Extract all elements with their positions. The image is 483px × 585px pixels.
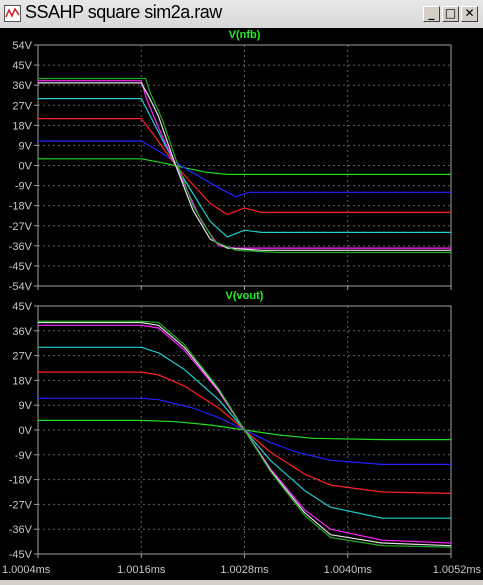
chart2-xtick-label: 1.0028ms	[220, 564, 269, 576]
waveform-app-icon[interactable]	[4, 5, 21, 22]
chart2-ytick-label: -45V	[9, 549, 33, 561]
chart2-series-line-7[interactable]	[38, 320, 452, 548]
chart2-ytick-label: 9V	[19, 400, 33, 412]
chart1-series-line-2[interactable]	[38, 140, 451, 198]
chart1-ytick-label: 27V	[12, 100, 32, 112]
chart1-series-line-4[interactable]	[38, 97, 451, 238]
chart1-ytick-label: 18V	[12, 120, 32, 132]
close-button[interactable]: ✕	[461, 6, 478, 22]
chart1-series-line-7[interactable]	[38, 77, 451, 254]
chart1-ytick-label: 0V	[19, 161, 33, 173]
chart1-series-line-1[interactable]	[38, 158, 451, 175]
chart1-ytick-label: -54V	[9, 281, 33, 293]
chart2-ytick-label: 18V	[12, 375, 32, 387]
waveform-plot-area[interactable]: V(nfb) 54V 45V 36V 27V 18V 9V 0V -9V -18V -27V -36V…	[0, 28, 483, 580]
chart1-ytick-label: 54V	[12, 40, 32, 52]
chart1-ytick-label: 9V	[19, 140, 33, 152]
maximize-button[interactable]: □	[442, 6, 459, 22]
minimize-button[interactable]: _	[423, 6, 440, 22]
chart1-ytick-label: -45V	[9, 261, 33, 273]
chart2-ytick-label: -36V	[9, 524, 33, 536]
chart1-ytick-label: -18V	[9, 201, 33, 213]
chart1-ytick-label: -36V	[9, 241, 33, 253]
window-title: SSAHP square sim2a.raw	[25, 2, 222, 22]
chart1-ytick-label: -9V	[15, 181, 33, 193]
chart1-ytick-label: 36V	[12, 80, 32, 92]
chart2-xtick-label: 1.0016ms	[117, 564, 166, 576]
chart1-title[interactable]: V(nfb)	[229, 29, 261, 41]
chart2-ytick-label: 45V	[12, 301, 32, 313]
chart2-ytick-label: -18V	[9, 475, 33, 487]
chart2-title[interactable]: V(vout)	[226, 290, 264, 302]
chart1-ytick-label: -27V	[9, 221, 33, 233]
chart2-ytick-label: 0V	[19, 425, 33, 437]
chart2-xtick-label: 1.0004ms	[2, 564, 51, 576]
chart2-ytick-label: 27V	[12, 351, 32, 363]
title-bar[interactable]: SSAHP square sim2a.raw _ □ ✕	[0, 0, 483, 29]
chart2-xtick-label: 1.0040ms	[324, 564, 373, 576]
chart1-ytick-label: 45V	[12, 60, 32, 72]
chart2-ytick-label: 36V	[12, 326, 32, 338]
plot-panes[interactable]: V(nfb) 54V 45V 36V 27V 18V 9V 0V -9V -18V -27V -36V…	[0, 28, 483, 580]
chart2-ytick-label: -9V	[15, 450, 33, 462]
chart1-series-line-6[interactable]	[38, 82, 451, 251]
chart2-ytick-label: -27V	[9, 499, 33, 511]
chart2-xtick-label: 1.0052ms	[433, 564, 482, 576]
chart1-series-line-3[interactable]	[38, 117, 451, 216]
